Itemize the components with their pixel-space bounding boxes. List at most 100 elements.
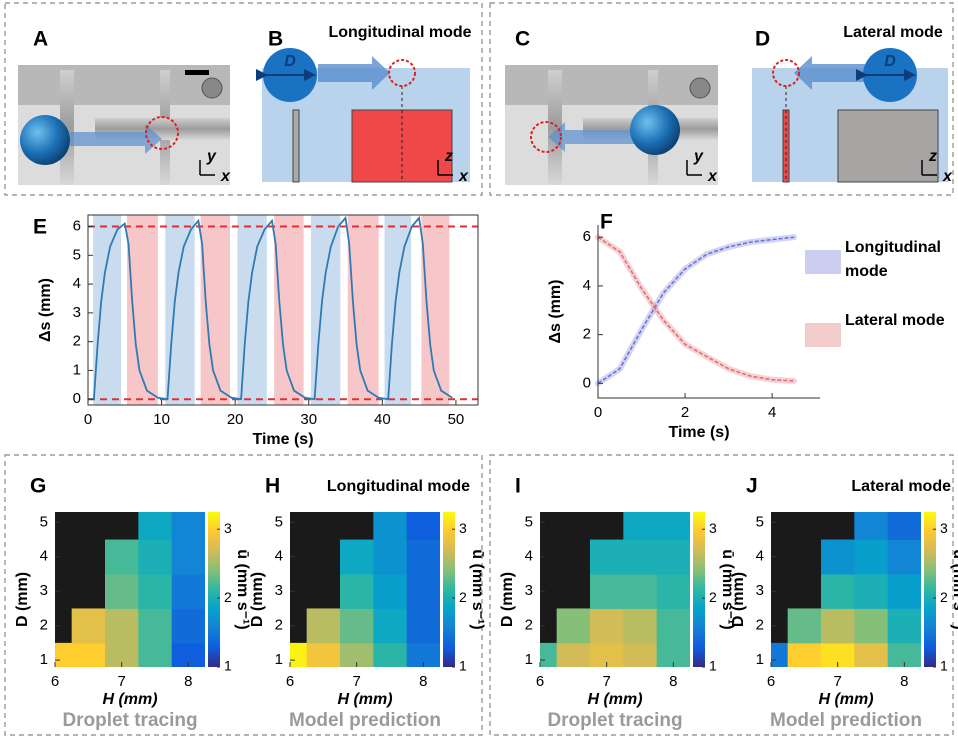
heatmap-cell [887,539,921,575]
heatmap-cell [105,608,139,644]
heatmap-cell [171,608,205,644]
y-axis-label: Δs (mm) [547,280,564,344]
heatmap-cells [771,512,921,667]
heatmap-cell [340,539,374,575]
panel-label: E [33,216,47,239]
heatmap-cell [623,608,658,644]
colorbar-tick-label: 2 [940,589,948,605]
colorbar-tick-label: 1 [709,658,717,674]
heatmap-cell [854,642,889,667]
photo-a [18,65,230,185]
heatmap-cell [138,539,173,575]
colorbar-tick-label: 1 [940,658,948,674]
x-tick-label: 6 [536,673,544,690]
colorbar-tick-label: 3 [224,520,232,536]
colorbar-tick-label: 1 [459,658,467,674]
heatmap-cell [556,642,591,667]
heatmap-cell [138,608,173,644]
colorbar-tick-label: 3 [709,520,717,536]
heatmap-cell [406,608,440,644]
heatmap-cell [821,608,855,644]
x-tick-label: 7 [833,673,841,690]
shaded-region [93,215,122,405]
section-box [489,454,954,736]
y-tick-label: 2 [73,333,81,350]
heatmap-cell [623,574,658,609]
colorbar-tick-label: 1 [224,658,232,674]
heatmap-cell [590,574,624,609]
y-tick-label: 1 [756,651,764,668]
y-tick-label: 4 [583,277,591,294]
heatmap-cell [656,574,690,609]
x-tick-label: 10 [153,411,170,428]
x-tick-label: 8 [900,673,908,690]
x-axis-label: H (mm) [102,691,157,708]
panel-label: F [600,211,613,234]
heatmap-cell [821,539,855,575]
colorbar-label: ū (mm s⁻¹) [234,549,251,629]
heatmap-cell [373,574,408,609]
heatmap-cell [406,512,440,541]
y-tick-label: 4 [73,275,81,292]
axis-symbol: x [942,168,953,185]
heatmap-cell [656,539,690,575]
heatmap-cell [340,608,374,644]
heatmap-cell [787,608,822,644]
heatmap-cell [373,539,408,575]
panel-label: C [515,28,530,51]
x-tick-label: 6 [51,673,59,690]
section-box [489,2,954,196]
diameter-label: D [884,53,896,70]
axes-frame [87,214,479,406]
colorbar [208,512,220,667]
heatmap-cell [171,574,205,609]
axis-symbol: z [444,148,453,165]
panel-label: J [746,475,758,498]
heatmap-cell [771,642,789,667]
x-axis-label: H (mm) [337,691,392,708]
heatmap-cell [406,574,440,609]
x-tick-label: 7 [602,673,610,690]
data-line [597,236,794,382]
x-axis-label: H (mm) [818,691,873,708]
x-axis-label: Time (s) [668,424,729,441]
panel-label: D [755,28,770,51]
panel-title: Lateral mode [851,478,951,495]
x-axis-label: H (mm) [587,691,642,708]
colorbar-tick-label: 2 [224,589,232,605]
heatmap-cell [105,574,139,609]
colorbar [924,512,936,667]
y-tick-label: 3 [40,582,48,599]
y-tick-label: 0 [583,374,591,391]
y-axis-label: D (mm) [249,572,266,627]
y-tick-label: 5 [40,513,48,530]
x-axis-label: Time (s) [252,431,313,448]
legend-swatch [805,250,841,274]
colorbar-label: ū (mm s⁻¹) [469,549,486,629]
heatmap-cells [540,512,690,667]
shaded-region [165,215,195,405]
heatmap-cell [138,642,173,667]
heatmap-cell [854,608,889,644]
legend-label: Lateral mode [845,312,945,329]
data-line [88,215,453,401]
shaded-region [384,215,412,405]
heatmap-cell [590,539,624,575]
heatmap-cell [71,608,106,644]
x-tick-label: 2 [681,404,689,421]
legend-swatch [805,323,841,347]
panel-label: I [515,475,521,498]
y-tick-label: 4 [275,548,283,565]
colorbar-label: ū (mm s⁻¹) [719,549,736,629]
y-axis-label: D (mm) [499,572,516,627]
caption: Droplet tracing [62,710,197,731]
colorbar-tick-label: 3 [459,520,467,536]
x-tick-label: 50 [448,411,465,428]
colorbar-tick-label: 2 [459,589,467,605]
y-tick-label: 3 [73,304,81,321]
y-tick-label: 3 [756,582,764,599]
x-tick-label: 6 [286,673,294,690]
y-tick-label: 1 [40,651,48,668]
heatmap-cell [105,539,139,575]
